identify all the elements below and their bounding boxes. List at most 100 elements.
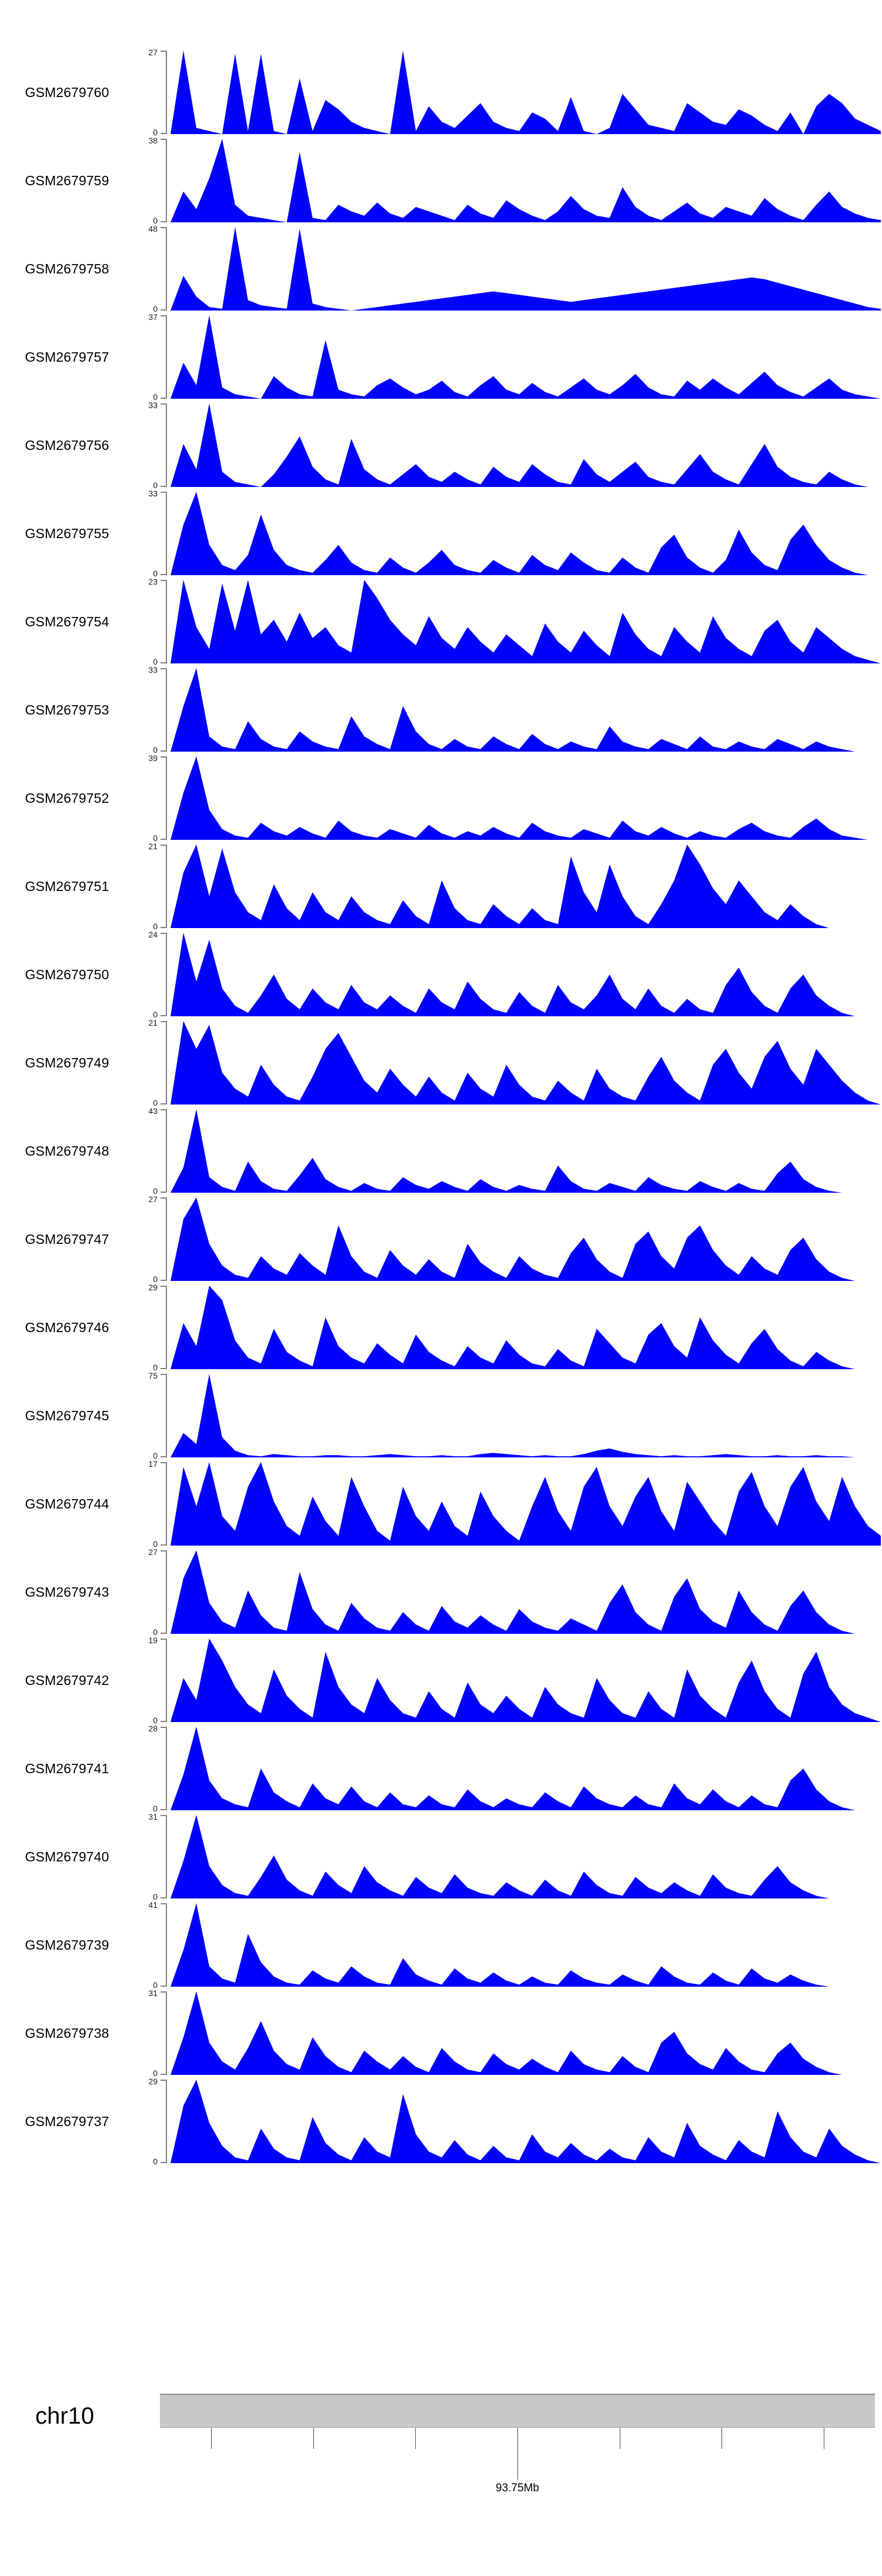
y-axis-line [166, 580, 167, 663]
y-axis-tick-bot [161, 1721, 167, 1722]
chromosome-ideogram: chr10 93.75Mb [0, 2370, 882, 2523]
coverage-plot [171, 1021, 881, 1105]
y-axis-tick-bot [161, 398, 167, 399]
y-axis-min-label: 0 [153, 304, 158, 313]
coverage-plot [171, 1903, 881, 1987]
y-axis-max-label: 27 [148, 1194, 158, 1204]
y-axis: 41 0 [134, 1901, 171, 1989]
coverage-track: GSM2679757 37 0 [0, 313, 882, 401]
y-axis-max-label: 33 [148, 665, 158, 675]
chromosome-tick-label: 93.75Mb [496, 2482, 539, 2494]
y-axis-min-label: 0 [153, 1010, 158, 1019]
coverage-track: GSM2679750 24 0 [0, 930, 882, 1019]
y-axis-tick-top [161, 845, 167, 846]
coverage-track: GSM2679752 39 0 [0, 754, 882, 842]
y-axis-tick-top [161, 756, 167, 758]
track-label-GSM2679747: GSM2679747 [25, 1231, 109, 1247]
y-axis-tick-bot [161, 1280, 167, 1281]
y-axis-min-label: 0 [153, 1274, 158, 1284]
coverage-track: GSM2679747 27 0 [0, 1195, 882, 1283]
chromosome-bar[interactable] [160, 2394, 875, 2428]
y-axis-tick-top [161, 1550, 167, 1551]
y-axis-min-label: 0 [153, 1539, 158, 1549]
coverage-plot [171, 1639, 881, 1722]
coverage-track: GSM2679738 31 0 [0, 1989, 882, 2077]
y-axis-tick-bot [161, 221, 167, 222]
coverage-track: GSM2679741 28 0 [0, 1724, 882, 1813]
y-axis-tick-top [161, 1286, 167, 1287]
y-axis-max-label: 33 [148, 401, 158, 410]
y-axis-tick-top [161, 1991, 167, 1993]
y-axis: 24 0 [134, 930, 171, 1019]
y-axis-max-label: 48 [148, 224, 158, 233]
y-axis-max-label: 21 [148, 842, 158, 851]
y-axis-tick-top [161, 933, 167, 934]
track-label-GSM2679741: GSM2679741 [25, 1760, 109, 1776]
y-axis-line [166, 1197, 167, 1281]
y-axis-line [166, 315, 167, 399]
track-label-GSM2679749: GSM2679749 [25, 1055, 109, 1070]
y-axis-max-label: 38 [148, 136, 158, 145]
y-axis-tick-bot [161, 133, 167, 134]
y-axis-min-label: 0 [153, 745, 158, 755]
track-label-GSM2679739: GSM2679739 [25, 1937, 109, 1953]
y-axis-tick-bot [161, 309, 167, 311]
y-axis-tick-top [161, 1727, 167, 1728]
y-axis-tick-bot [161, 662, 167, 663]
y-axis-tick-bot [161, 486, 167, 487]
y-axis: 31 0 [134, 1813, 171, 1901]
y-axis-line [166, 1109, 167, 1193]
y-axis-max-label: 39 [148, 753, 158, 763]
y-axis-min-label: 0 [153, 1980, 158, 1990]
y-axis-tick-bot [161, 574, 167, 575]
y-axis-min-label: 0 [153, 657, 158, 666]
track-label-GSM2679750: GSM2679750 [25, 966, 109, 982]
y-axis: 23 0 [134, 578, 171, 666]
y-axis: 48 0 [134, 225, 171, 313]
y-axis-line [166, 1286, 167, 1369]
y-axis-tick-top [161, 668, 167, 669]
y-axis-max-label: 27 [148, 1547, 158, 1557]
y-axis-tick-bot [161, 1015, 167, 1016]
y-axis-max-label: 19 [148, 1636, 158, 1645]
y-axis-tick-top [161, 492, 167, 493]
y-axis: 29 0 [134, 2077, 171, 2165]
coverage-track: GSM2679739 41 0 [0, 1901, 882, 1989]
y-axis: 21 0 [134, 1019, 171, 1107]
y-axis-min-label: 0 [153, 1451, 158, 1460]
y-axis-max-label: 24 [148, 930, 158, 939]
y-axis-tick-bot [161, 839, 167, 840]
y-axis-tick-bot [161, 1897, 167, 1898]
y-axis-min-label: 0 [153, 1892, 158, 1901]
y-axis-tick-top [161, 1374, 167, 1375]
y-axis-max-label: 23 [148, 577, 158, 586]
y-axis-max-label: 37 [148, 312, 158, 322]
y-axis-tick-top [161, 2080, 167, 2081]
y-axis-tick-top [161, 315, 167, 316]
coverage-plot [171, 492, 881, 575]
y-axis-tick-bot [161, 1633, 167, 1634]
y-axis: 43 0 [134, 1107, 171, 1195]
y-axis-tick-top [161, 1021, 167, 1022]
y-axis-line [166, 756, 167, 840]
y-axis: 27 0 [134, 1548, 171, 1636]
chromosome-tick-marks [160, 2428, 875, 2480]
ideogram-tick [313, 2428, 314, 2449]
coverage-track: GSM2679753 33 0 [0, 666, 882, 754]
coverage-plot [171, 227, 881, 311]
y-axis-tick-bot [161, 1986, 167, 1987]
coverage-plot [171, 1462, 881, 1546]
y-axis-min-label: 0 [153, 2157, 158, 2166]
track-label-GSM2679760: GSM2679760 [25, 84, 109, 100]
y-axis-line [166, 2080, 167, 2163]
y-axis-line [166, 1727, 167, 1810]
y-axis: 17 0 [134, 1460, 171, 1548]
y-axis-line [166, 1374, 167, 1457]
coverage-plot [171, 403, 881, 487]
track-label-GSM2679757: GSM2679757 [25, 349, 109, 365]
y-axis-min-label: 0 [153, 922, 158, 931]
y-axis-tick-top [161, 1197, 167, 1199]
track-label-GSM2679745: GSM2679745 [25, 1407, 109, 1423]
y-axis-line [166, 1991, 167, 2075]
coverage-track: GSM2679740 31 0 [0, 1813, 882, 1901]
